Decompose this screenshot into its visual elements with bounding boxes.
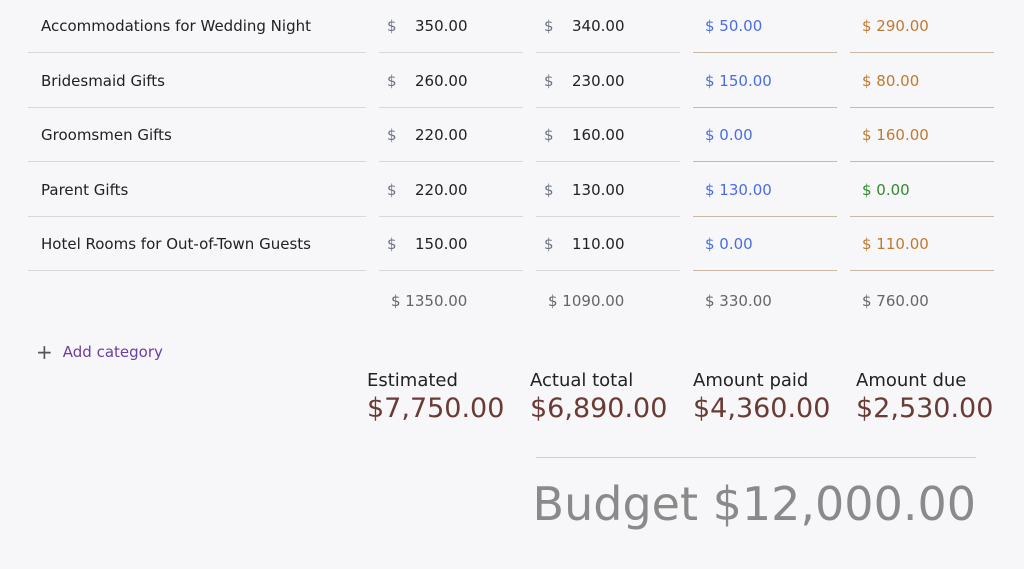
estimated-value: 220.00 — [415, 180, 468, 199]
estimated-input[interactable]: $260.00 — [379, 55, 523, 108]
summary-amount: $2,530.00 — [856, 393, 994, 424]
due-value: $ 290.00 — [850, 0, 994, 53]
actual-input[interactable]: $110.00 — [536, 218, 680, 271]
currency-symbol: $ — [544, 126, 554, 144]
currency-symbol: $ — [387, 17, 397, 35]
due-value: $ 110.00 — [850, 218, 994, 271]
summary-estimated: Estimated $7,750.00 — [367, 370, 504, 424]
actual-value: 340.00 — [572, 17, 625, 35]
currency-symbol: $ — [387, 180, 397, 199]
actual-input[interactable]: $230.00 — [536, 55, 680, 108]
budget-total: Budget $12,000.00 — [532, 477, 976, 531]
currency-symbol: $ — [387, 235, 397, 253]
actual-input[interactable]: $130.00 — [536, 164, 680, 217]
paid-input[interactable]: $ 50.00 — [693, 0, 837, 53]
summary-due: Amount due $2,530.00 — [856, 370, 993, 424]
summary-label: Amount due — [856, 370, 967, 391]
table-row: Hotel Rooms for Out-of-Town Guests $150.… — [0, 218, 1024, 272]
estimated-input[interactable]: $350.00 — [379, 0, 523, 53]
actual-value: 230.00 — [572, 71, 625, 90]
summary-label: Estimated — [367, 370, 458, 391]
actual-input[interactable]: $160.00 — [536, 109, 680, 162]
due-value: $ 0.00 — [850, 164, 994, 217]
table-row: Parent Gifts $220.00 $130.00 $ 130.00 $ … — [0, 164, 1024, 218]
plus-icon: + — [36, 340, 53, 364]
table-row: Bridesmaid Gifts $260.00 $230.00 $ 150.0… — [0, 55, 1024, 109]
estimated-value: 260.00 — [415, 71, 468, 90]
currency-symbol: $ — [544, 71, 554, 90]
category-name-input[interactable]: Bridesmaid Gifts — [28, 55, 366, 108]
table-row: Groomsmen Gifts $220.00 $160.00 $ 0.00 $… — [0, 109, 1024, 163]
currency-symbol: $ — [544, 235, 554, 253]
category-name-input[interactable]: Groomsmen Gifts — [28, 109, 366, 162]
divider — [536, 457, 976, 458]
total-due: $ 760.00 — [862, 292, 929, 310]
due-value: $ 160.00 — [850, 109, 994, 162]
actual-value: 130.00 — [572, 180, 625, 199]
estimated-input[interactable]: $220.00 — [379, 109, 523, 162]
add-category-label: Add category — [62, 343, 163, 361]
currency-symbol: $ — [544, 180, 554, 199]
actual-value: 160.00 — [572, 126, 625, 144]
total-paid: $ 330.00 — [705, 292, 772, 310]
category-name-input[interactable]: Accommodations for Wedding Night — [28, 0, 366, 53]
paid-input[interactable]: $ 0.00 — [693, 218, 837, 271]
summary-amount: $4,360.00 — [693, 393, 831, 424]
estimated-input[interactable]: $220.00 — [379, 164, 523, 217]
summary-amount: $6,890.00 — [530, 393, 668, 424]
estimated-value: 150.00 — [415, 235, 468, 253]
due-value: $ 80.00 — [850, 55, 994, 108]
paid-input[interactable]: $ 150.00 — [693, 55, 837, 108]
total-actual: $ 1090.00 — [548, 292, 625, 310]
category-name-input[interactable]: Hotel Rooms for Out-of-Town Guests — [28, 218, 366, 271]
currency-symbol: $ — [387, 71, 397, 90]
summary-actual: Actual total $6,890.00 — [530, 370, 667, 424]
estimated-value: 220.00 — [415, 126, 468, 144]
total-estimated: $ 1350.00 — [391, 292, 468, 310]
summary-amount: $7,750.00 — [367, 393, 505, 424]
estimated-value: 350.00 — [415, 17, 468, 35]
add-category-button[interactable]: + Add category — [36, 340, 163, 364]
summary-label: Actual total — [530, 370, 634, 391]
summary-paid: Amount paid $4,360.00 — [693, 370, 830, 424]
category-name-input[interactable]: Parent Gifts — [28, 164, 366, 217]
currency-symbol: $ — [544, 17, 554, 35]
currency-symbol: $ — [387, 126, 397, 144]
paid-input[interactable]: $ 0.00 — [693, 109, 837, 162]
actual-input[interactable]: $340.00 — [536, 0, 680, 53]
estimated-input[interactable]: $150.00 — [379, 218, 523, 271]
table-row: Accommodations for Wedding Night $350.00… — [0, 0, 1024, 54]
actual-value: 110.00 — [572, 235, 625, 253]
summary-label: Amount paid — [693, 370, 809, 391]
paid-input[interactable]: $ 130.00 — [693, 164, 837, 217]
